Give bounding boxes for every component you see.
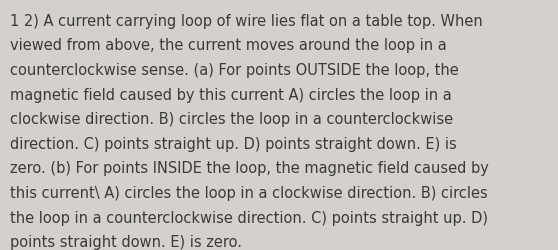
Text: points straight down. E) is zero.: points straight down. E) is zero. xyxy=(10,234,242,249)
Text: viewed from above, the current moves around the loop in a: viewed from above, the current moves aro… xyxy=(10,38,447,53)
Text: the loop in a counterclockwise direction. C) points straight up. D): the loop in a counterclockwise direction… xyxy=(10,210,488,225)
Text: this current\ A) circles the loop in a clockwise direction. B) circles: this current\ A) circles the loop in a c… xyxy=(10,185,488,200)
Text: counterclockwise sense. (a) For points OUTSIDE the loop, the: counterclockwise sense. (a) For points O… xyxy=(10,63,459,78)
Text: direction. C) points straight up. D) points straight down. E) is: direction. C) points straight up. D) poi… xyxy=(10,136,457,151)
Text: 1 2) A current carrying loop of wire lies flat on a table top. When: 1 2) A current carrying loop of wire lie… xyxy=(10,14,483,29)
Text: zero. (b) For points INSIDE the loop, the magnetic field caused by: zero. (b) For points INSIDE the loop, th… xyxy=(10,161,489,176)
Text: magnetic field caused by this current A) circles the loop in a: magnetic field caused by this current A)… xyxy=(10,87,452,102)
Text: clockwise direction. B) circles the loop in a counterclockwise: clockwise direction. B) circles the loop… xyxy=(10,112,453,127)
